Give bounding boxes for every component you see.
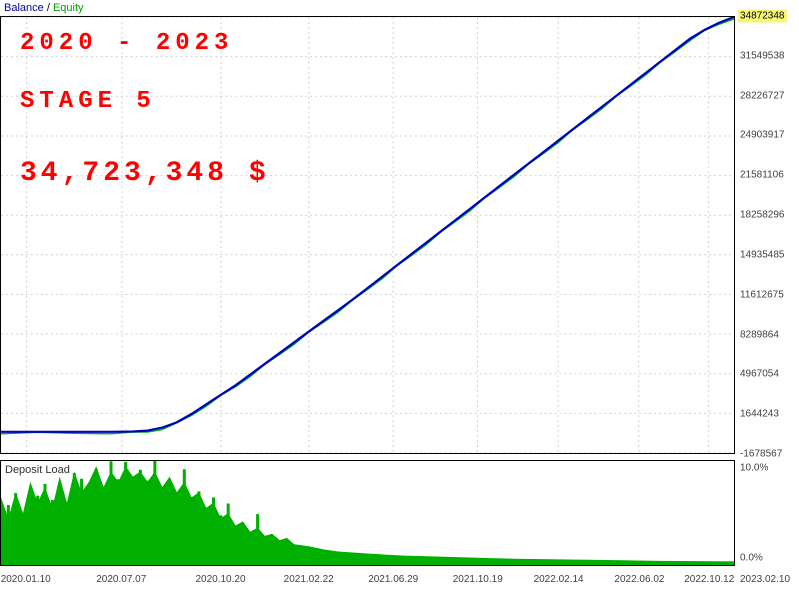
- y-tick-label: -1678567: [740, 449, 782, 460]
- y-tick-label: 28226727: [740, 90, 785, 101]
- main-y-axis: 3487234831549538282267272490391721581106…: [736, 16, 798, 454]
- overlay-amount: 34,723,348 $: [20, 158, 270, 189]
- y-tick-label: 8289864: [740, 329, 779, 340]
- x-tick-label-right: 2023.02.10: [740, 574, 790, 585]
- main-legend: Balance / Equity: [4, 2, 84, 14]
- y-tick-label: 18258296: [740, 210, 785, 221]
- x-tick-label: 2020.01.10: [1, 574, 51, 585]
- x-tick-label: 2021.10.19: [453, 574, 503, 585]
- x-tick-label: 2022.10.12: [684, 574, 734, 585]
- y-tick-label: 31549538: [740, 50, 785, 61]
- x-tick-label: 2020.07.07: [96, 574, 146, 585]
- sub-y-axis: 10.0% 0.0%: [736, 460, 798, 566]
- y-tick-label: 11612675: [740, 289, 784, 300]
- overlay-date-range: 2020 - 2023: [20, 30, 233, 57]
- x-tick-label: 2022.06.02: [614, 574, 664, 585]
- y-tick-label: 34872348: [738, 10, 787, 23]
- y-tick-label: 14935485: [740, 249, 785, 260]
- sub-chart-area: Deposit Load: [0, 460, 735, 566]
- main-chart-area: [0, 16, 735, 454]
- main-chart-svg: [1, 17, 734, 453]
- sub-y-tick-label: 0.0%: [740, 553, 763, 564]
- legend-equity-label: Equity: [53, 2, 84, 14]
- y-tick-label: 24903917: [740, 130, 785, 141]
- chart-container: Balance / Equity 2020 - 2023 STAGE 5 34,…: [0, 0, 799, 597]
- sub-chart-svg: [1, 461, 734, 565]
- legend-separator: /: [44, 2, 53, 14]
- y-tick-label: 1644243: [740, 409, 779, 420]
- x-tick-label: 2021.06.29: [368, 574, 418, 585]
- overlay-stage: STAGE 5: [20, 88, 156, 115]
- sub-y-tick-label: 10.0%: [740, 463, 768, 474]
- x-tick-label: 2022.02.14: [534, 574, 584, 585]
- legend-balance-label: Balance: [4, 2, 44, 14]
- sub-chart-title: Deposit Load: [5, 464, 70, 476]
- x-tick-label: 2020.10.20: [195, 574, 245, 585]
- y-tick-label: 4967054: [740, 369, 779, 380]
- x-axis: 2020.01.10 2020.07.07 2020.10.20 2021.02.22…: [0, 568, 799, 596]
- x-tick-label: 2021.02.22: [284, 574, 334, 585]
- y-tick-label: 21581106: [740, 170, 784, 181]
